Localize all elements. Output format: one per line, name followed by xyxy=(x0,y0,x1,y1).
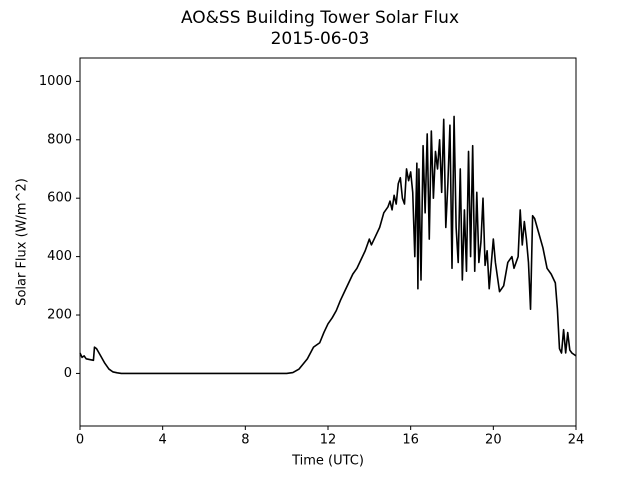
chart-subtitle: 2015-06-03 xyxy=(271,29,370,49)
x-tick-label: 4 xyxy=(159,433,167,448)
y-tick-label: 0 xyxy=(64,366,72,381)
x-tick-label: 20 xyxy=(485,433,502,448)
x-tick-label: 16 xyxy=(402,433,419,448)
x-tick-label: 0 xyxy=(76,433,84,448)
x-axis-label: Time (UTC) xyxy=(291,454,364,469)
chart-title: AO&SS Building Tower Solar Flux xyxy=(181,8,459,28)
x-tick-label: 24 xyxy=(568,433,585,448)
y-tick-label: 600 xyxy=(47,191,72,206)
plot-frame xyxy=(79,57,577,427)
x-tick-label: 8 xyxy=(241,433,249,448)
y-axis-label: Solar Flux (W/m^2) xyxy=(15,178,30,306)
x-tick-label: 12 xyxy=(320,433,337,448)
y-tick-label: 200 xyxy=(47,308,72,323)
y-tick-label: 800 xyxy=(47,132,72,147)
y-tick-label: 400 xyxy=(47,249,72,264)
y-tick-label: 1000 xyxy=(39,74,72,89)
data-line xyxy=(79,115,577,375)
